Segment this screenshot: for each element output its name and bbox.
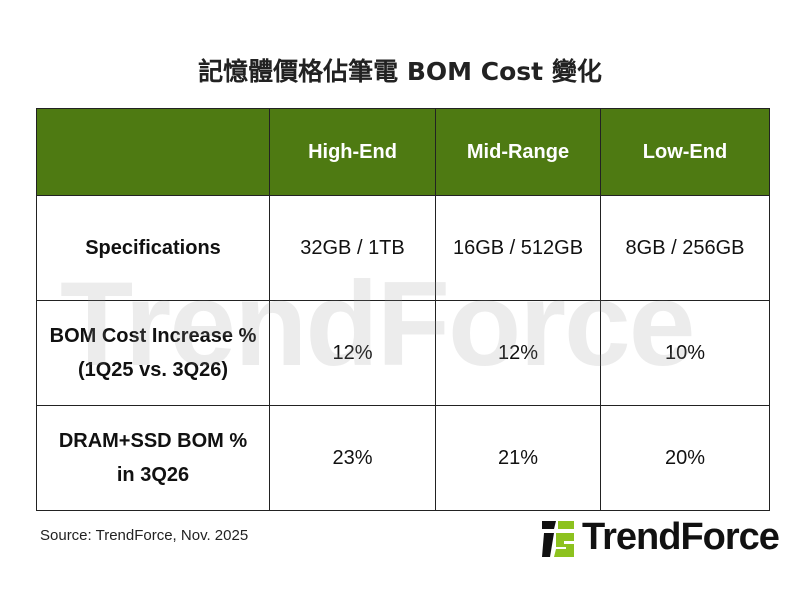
- logo-mark-icon: [542, 520, 574, 557]
- row-label-line: in 3Q26: [116, 464, 190, 486]
- table-row: Specifications 32GB / 1TB 16GB / 512GB 8…: [36, 195, 770, 301]
- data-table: High-End Mid-Range Low-End Specification…: [36, 108, 770, 511]
- row-label: DRAM+SSD BOM % in 3Q26: [36, 405, 270, 511]
- table-cell: 8GB / 256GB: [600, 195, 770, 301]
- table-cell: 10%: [600, 300, 770, 406]
- header-cell: [36, 108, 270, 196]
- row-label-line: DRAM+SSD BOM %: [58, 430, 248, 452]
- trendforce-logo: TrendForce: [540, 516, 780, 559]
- table-row: DRAM+SSD BOM % in 3Q26 23% 21% 20%: [36, 405, 770, 511]
- row-label: BOM Cost Increase % (1Q25 vs. 3Q26): [36, 300, 270, 406]
- row-label-line: BOM Cost Increase %: [49, 325, 257, 347]
- table-cell: 20%: [600, 405, 770, 511]
- row-label-line: Specifications: [85, 237, 221, 259]
- table-cell: 23%: [269, 405, 436, 511]
- table-row: BOM Cost Increase % (1Q25 vs. 3Q26) 12% 1…: [36, 300, 770, 406]
- source-note: Source: TrendForce, Nov. 2025: [40, 527, 249, 544]
- header-cell: Mid-Range: [435, 108, 601, 196]
- header-cell: Low-End: [600, 108, 770, 196]
- table-cell: 12%: [269, 300, 436, 406]
- chart-title: 記憶體價格佔筆電 BOM Cost 變化: [198, 57, 602, 86]
- logo-text: TrendForce: [582, 516, 780, 558]
- table-cell: 12%: [435, 300, 601, 406]
- header-row: High-End Mid-Range Low-End: [36, 108, 770, 196]
- row-label-line: (1Q25 vs. 3Q26): [77, 359, 229, 381]
- row-label: Specifications: [36, 195, 270, 301]
- table-cell: 32GB / 1TB: [269, 195, 436, 301]
- header-cell: High-End: [269, 108, 436, 196]
- table-cell: 16GB / 512GB: [435, 195, 601, 301]
- table-cell: 21%: [435, 405, 601, 511]
